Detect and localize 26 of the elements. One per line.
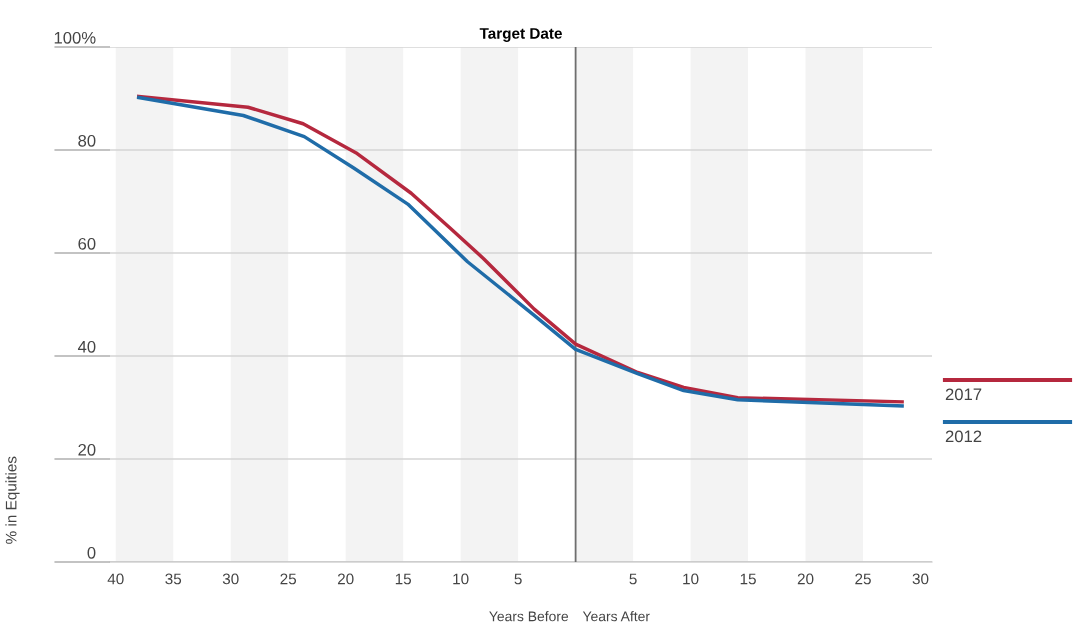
x-tick-label: 15: [740, 573, 756, 585]
x-tick-label: 5: [629, 573, 637, 585]
x-tick-label: 25: [280, 573, 297, 585]
x-tick-label: 20: [337, 573, 354, 585]
x-tick-label: 10: [683, 573, 699, 585]
x-tick-label: 30: [912, 573, 929, 585]
text: Years Before: [489, 611, 569, 622]
y-axis-title: % in Equities: [5, 456, 20, 544]
y-tick-label: 20: [78, 443, 96, 456]
x-tick-label: 10: [453, 573, 469, 585]
text: Years After: [582, 611, 650, 622]
x-tick-label: 40: [107, 573, 124, 585]
y-tick-label: 0: [87, 546, 96, 559]
y-tick-label: 40: [77, 340, 96, 353]
y-tick-label: 100%: [54, 31, 96, 44]
x-tick-label: 25: [855, 573, 871, 585]
text: 2017: [945, 388, 982, 401]
x-tick-label: 30: [222, 573, 239, 585]
y-tick-label: 80: [78, 134, 96, 147]
chart-title: Target Date: [479, 28, 562, 42]
x-tick-label: 15: [395, 573, 412, 585]
x-tick-label: 5: [514, 573, 522, 585]
x-tick-label: 20: [797, 573, 814, 585]
text: 2012: [945, 430, 982, 443]
x-tick-label: 35: [165, 573, 182, 585]
y-tick-label: 60: [78, 237, 96, 250]
